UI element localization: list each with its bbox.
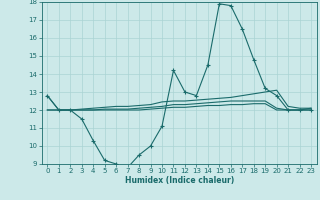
X-axis label: Humidex (Indice chaleur): Humidex (Indice chaleur) xyxy=(124,176,234,185)
